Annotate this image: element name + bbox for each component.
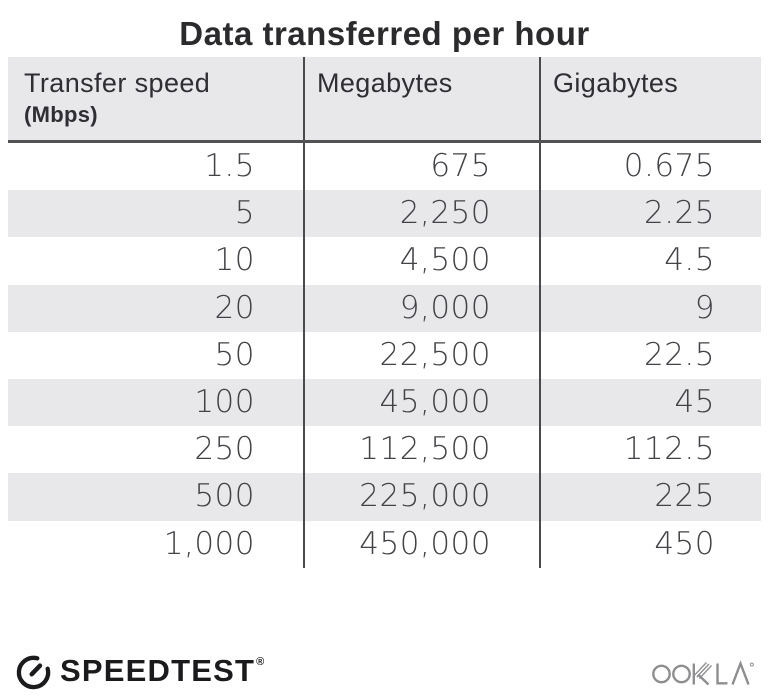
- column-header-megabytes: Megabytes: [303, 57, 539, 140]
- cell-transfer-speed: 1.5: [204, 148, 255, 184]
- cell-megabytes: 450,000: [303, 520, 539, 568]
- cell-transfer-speed: 100: [194, 383, 255, 420]
- cell-gigabytes: 2.25: [539, 190, 761, 238]
- cell-megabytes: 112,500: [303, 426, 539, 474]
- table-row: 50 22,500 22.5: [8, 331, 761, 379]
- cell-transfer-speed: 50: [214, 336, 255, 373]
- table-row: 100 45,000 45: [8, 378, 761, 427]
- cell-gigabytes: 22.5: [539, 331, 761, 379]
- cell-megabytes: 45,000: [303, 378, 539, 427]
- footer: SPEEDTEST ®: [14, 648, 755, 694]
- cell-transfer-speed: 10: [214, 242, 255, 279]
- column-header-sublabel: (Mbps): [24, 102, 98, 128]
- table-row: 1.5 675 0.675: [8, 143, 761, 191]
- cell-transfer-speed: 5: [234, 195, 255, 232]
- cell-megabytes: 9,000: [303, 284, 539, 332]
- cell-gigabytes: 4.5: [539, 237, 761, 285]
- data-table: Transfer speed (Mbps) Megabytes Gigabyte…: [8, 57, 761, 568]
- cell-transfer-speed: 250: [194, 431, 255, 468]
- speedtest-logo: SPEEDTEST ®: [14, 652, 265, 691]
- cell-megabytes: 22,500: [303, 331, 539, 379]
- cell-megabytes: 675: [303, 143, 539, 191]
- ookla-logo: [651, 654, 755, 688]
- page-title: Data transferred per hour: [179, 15, 590, 52]
- table-header-row: Transfer speed (Mbps) Megabytes Gigabyte…: [8, 57, 761, 143]
- speedtest-wordmark: SPEEDTEST: [60, 653, 256, 688]
- cell-gigabytes: 450: [539, 520, 761, 568]
- cell-gigabytes: 225: [539, 473, 761, 521]
- cell-gigabytes: 112.5: [539, 426, 761, 474]
- table-row: 10 4,500 4.5: [8, 237, 761, 285]
- cell-megabytes: 2,250: [303, 190, 539, 238]
- cell-gigabytes: 9: [539, 284, 761, 332]
- speedometer-gauge-icon: [14, 652, 53, 691]
- table-row: 250 112,500 112.5: [8, 426, 761, 474]
- table-row: 20 9,000 9: [8, 284, 761, 332]
- column-header-gigabytes: Gigabytes: [539, 57, 761, 140]
- cell-megabytes: 225,000: [303, 473, 539, 521]
- speedtest-trademark: ®: [256, 656, 265, 668]
- ookla-wordmark-icon: [651, 654, 755, 688]
- cell-transfer-speed: 20: [214, 289, 255, 326]
- cell-transfer-speed: 500: [194, 478, 255, 515]
- cell-megabytes: 4,500: [303, 237, 539, 285]
- table-body: 1.5 675 0.675 5 2,250 2.25 10 4,500 4.5 …: [8, 143, 761, 568]
- column-header-label: Megabytes: [317, 68, 453, 98]
- column-header-transfer-speed: Transfer speed (Mbps): [8, 57, 303, 140]
- column-header-label: Gigabytes: [553, 68, 679, 98]
- table-row: 5 2,250 2.25: [8, 190, 761, 238]
- table-row: 1,000 450,000 450: [8, 520, 761, 568]
- column-header-label: Transfer speed: [24, 68, 211, 98]
- cell-gigabytes: 45: [539, 378, 761, 427]
- table-row: 500 225,000 225: [8, 473, 761, 521]
- cell-transfer-speed: 1,000: [163, 525, 255, 562]
- cell-gigabytes: 0.675: [539, 143, 761, 191]
